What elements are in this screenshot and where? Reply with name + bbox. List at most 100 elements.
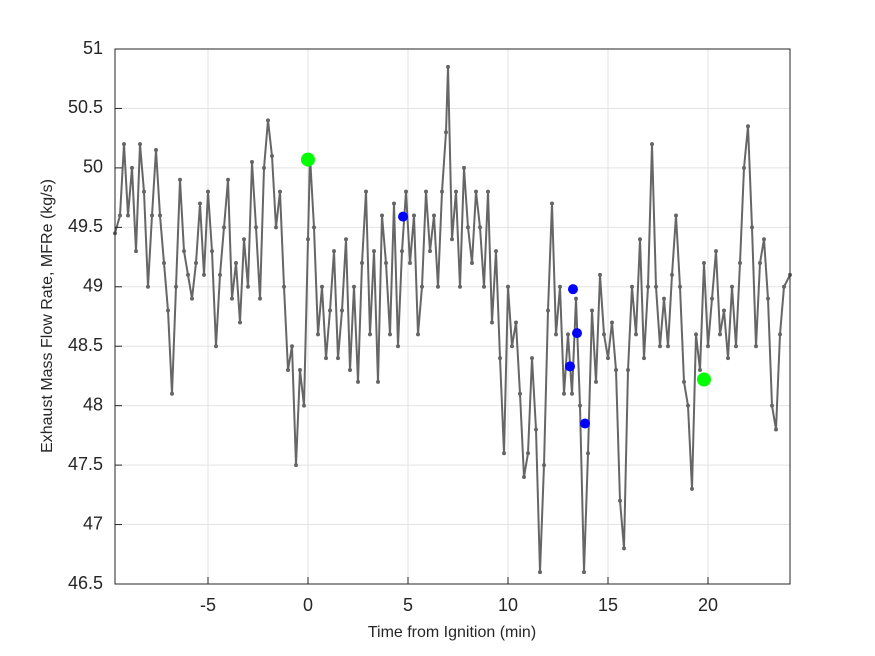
data-point xyxy=(368,332,372,337)
data-point xyxy=(690,486,694,491)
data-point xyxy=(344,237,348,242)
data-point xyxy=(301,152,315,167)
data-point xyxy=(446,64,450,69)
data-point xyxy=(170,391,174,396)
y-tick-label: 48 xyxy=(83,394,103,414)
data-point xyxy=(246,284,250,289)
grid xyxy=(115,48,790,585)
data-point xyxy=(666,344,670,349)
data-point xyxy=(336,356,340,361)
data-point xyxy=(642,356,646,361)
data-point xyxy=(730,284,734,289)
data-point xyxy=(590,308,594,313)
data-point xyxy=(580,418,590,429)
data-point xyxy=(534,427,538,432)
data-point xyxy=(697,372,711,387)
marks xyxy=(113,64,792,575)
x-tick-label: -5 xyxy=(200,595,216,615)
data-point xyxy=(710,296,714,301)
data-point xyxy=(126,213,130,218)
data-point xyxy=(372,249,376,254)
data-point xyxy=(404,189,408,194)
plot-area xyxy=(115,49,790,584)
data-point xyxy=(206,189,210,194)
data-point xyxy=(408,261,412,265)
data-point xyxy=(230,296,234,301)
data-point xyxy=(622,546,626,551)
data-point xyxy=(312,225,316,230)
data-point xyxy=(302,403,306,408)
data-point xyxy=(694,332,698,337)
y-tick-label: 48.5 xyxy=(68,335,103,355)
data-point xyxy=(150,213,154,218)
ticks: -5 0 5 10 15 20 46.5 47 47.5 48 48.5 49 49.5 50 50.5 51 xyxy=(68,38,718,615)
data-point xyxy=(654,284,658,289)
y-tick-label: 46.5 xyxy=(68,573,103,593)
data-point xyxy=(118,213,122,218)
data-point xyxy=(388,332,392,337)
data-point xyxy=(782,284,786,289)
data-point xyxy=(602,332,606,337)
data-point xyxy=(364,189,368,194)
data-point xyxy=(565,361,575,372)
data-point xyxy=(360,261,364,265)
data-point xyxy=(626,368,630,372)
data-point xyxy=(210,249,214,254)
data-point xyxy=(674,213,678,218)
data-point xyxy=(578,403,582,408)
x-tick-label: 15 xyxy=(598,595,618,615)
data-point xyxy=(270,154,274,158)
data-point xyxy=(650,142,654,147)
data-point xyxy=(320,284,324,289)
data-point xyxy=(398,211,408,222)
data-point xyxy=(682,379,686,384)
data-point xyxy=(766,296,770,301)
data-point xyxy=(166,308,170,313)
data-point xyxy=(440,189,444,194)
data-point xyxy=(380,213,384,218)
data-point xyxy=(514,320,518,325)
data-point xyxy=(306,237,310,242)
data-point xyxy=(630,284,634,289)
data-point xyxy=(146,284,150,289)
data-point xyxy=(324,356,328,361)
data-point xyxy=(424,189,428,194)
data-point xyxy=(454,189,458,194)
data-point xyxy=(582,570,586,575)
data-point xyxy=(754,344,758,349)
data-point xyxy=(286,368,290,372)
data-point xyxy=(510,344,514,349)
data-point xyxy=(606,356,610,361)
data-point xyxy=(568,284,578,295)
data-point xyxy=(498,356,502,361)
data-point xyxy=(436,284,440,289)
data-point xyxy=(758,261,762,265)
data-point xyxy=(550,201,554,206)
data-point xyxy=(750,225,754,230)
data-point xyxy=(458,284,462,289)
data-point xyxy=(558,284,562,289)
data-point xyxy=(278,189,282,194)
data-point xyxy=(142,189,146,194)
data-point xyxy=(392,201,396,206)
data-point xyxy=(274,225,278,230)
data-point xyxy=(332,249,336,254)
data-point xyxy=(282,284,286,289)
data-point xyxy=(466,225,470,230)
data-point xyxy=(294,463,298,468)
data-point xyxy=(298,368,302,372)
data-point xyxy=(222,225,226,230)
data-point xyxy=(774,427,778,432)
data-point xyxy=(538,570,542,575)
data-point xyxy=(562,391,566,396)
data-point xyxy=(432,213,436,218)
data-point xyxy=(734,344,738,349)
data-point xyxy=(428,249,432,254)
data-point xyxy=(162,261,166,265)
data-point xyxy=(356,379,360,384)
data-point xyxy=(178,177,182,182)
data-point xyxy=(474,189,478,194)
data-point xyxy=(420,284,424,289)
data-point xyxy=(182,249,186,254)
data-point xyxy=(634,332,638,337)
